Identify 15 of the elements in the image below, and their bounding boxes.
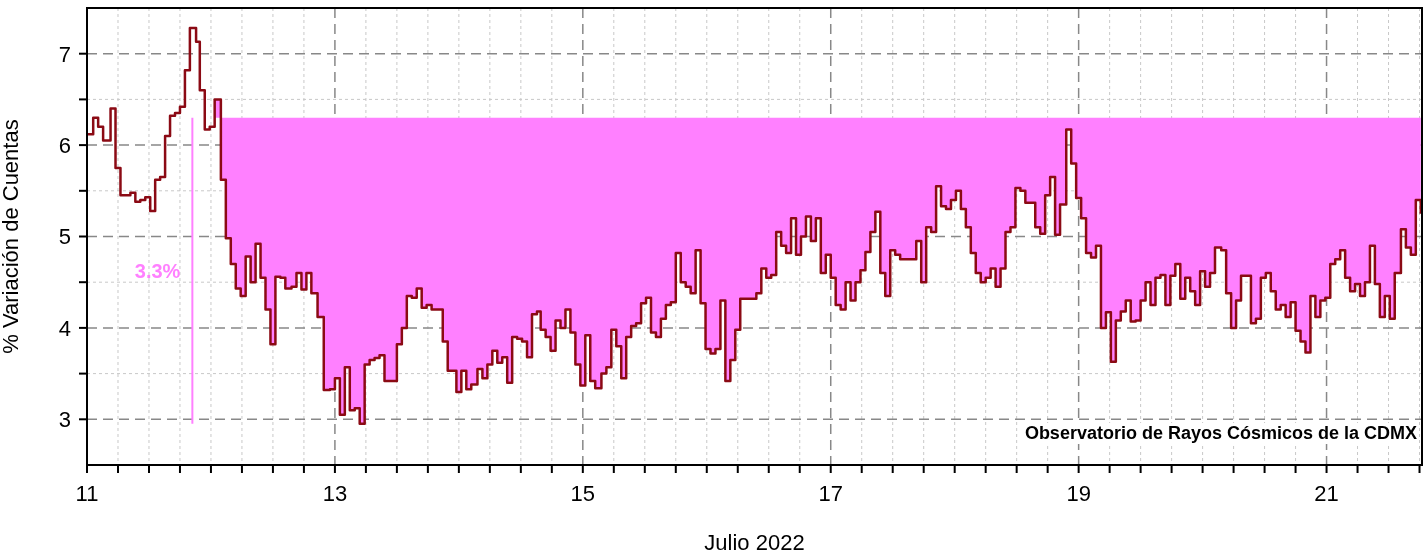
annotation: 3.3% [134,259,181,283]
y-axis-title: % Variación de Cuentas [0,119,23,354]
x-tick-label: 19 [1066,480,1091,506]
x-tick-label: 13 [322,480,348,506]
y-tick-label: 7 [58,41,71,67]
y-tick-label: 4 [58,315,71,341]
y-tick-label: 6 [58,132,71,158]
y-tick-label: 5 [58,224,71,250]
x-axis-title: Julio 2022 [704,530,805,552]
y-tick-label: 3 [58,407,71,433]
x-tick-label: 15 [570,480,596,506]
x-tick-label: 11 [75,480,99,506]
x-tick-label: 21 [1314,480,1339,506]
annotation: Observatorio de Rayos Cósmicos de la CDMX [1024,423,1417,444]
x-tick-label: 17 [818,480,843,506]
